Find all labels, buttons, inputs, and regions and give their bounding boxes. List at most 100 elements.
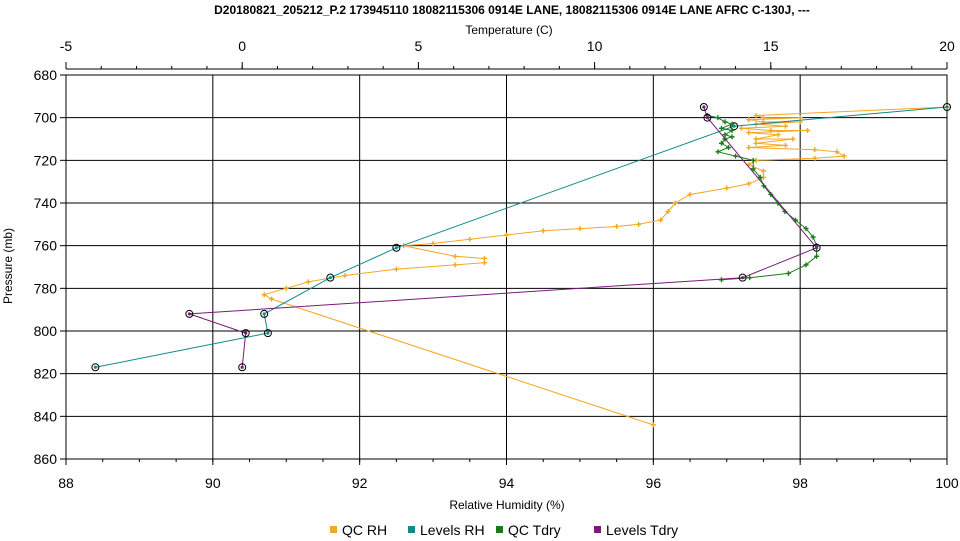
legend-label: QC Tdry bbox=[508, 522, 561, 538]
data-point bbox=[305, 279, 311, 285]
data-point-core bbox=[732, 124, 736, 128]
data-point bbox=[730, 122, 739, 131]
data-point bbox=[718, 125, 724, 131]
data-point bbox=[803, 226, 809, 232]
y-tick-label: 740 bbox=[34, 195, 58, 211]
series-layer bbox=[91, 103, 951, 428]
data-point-core bbox=[240, 365, 244, 369]
top-tick-label: 20 bbox=[939, 38, 955, 54]
data-point bbox=[636, 221, 642, 227]
data-point bbox=[724, 185, 730, 191]
data-point bbox=[658, 217, 664, 223]
data-point bbox=[757, 174, 763, 180]
data-point bbox=[577, 226, 583, 232]
y-tick-label: 840 bbox=[34, 408, 58, 424]
top-tick-label: -5 bbox=[60, 38, 73, 54]
data-point bbox=[812, 147, 818, 153]
data-point bbox=[790, 136, 796, 142]
data-point bbox=[782, 142, 788, 148]
data-point-core bbox=[262, 312, 266, 316]
legend-item: QC Tdry bbox=[496, 522, 561, 538]
data-point bbox=[540, 228, 546, 234]
data-point-core bbox=[741, 276, 745, 280]
series-levels-rh bbox=[91, 103, 951, 372]
data-point bbox=[650, 422, 656, 428]
data-point bbox=[699, 103, 708, 111]
data-point bbox=[805, 127, 811, 133]
legend-label: Levels Tdry bbox=[606, 522, 678, 538]
data-point bbox=[753, 140, 759, 146]
data-point bbox=[467, 236, 473, 242]
data-point bbox=[185, 309, 194, 318]
y-tick-label: 680 bbox=[34, 67, 58, 83]
data-point bbox=[747, 275, 753, 281]
bottom-tick-label: 90 bbox=[205, 475, 221, 491]
data-point bbox=[715, 115, 721, 121]
grid bbox=[65, 74, 948, 460]
data-point bbox=[715, 149, 721, 155]
data-point bbox=[91, 363, 100, 372]
y-tick-label: 700 bbox=[34, 110, 58, 126]
data-point bbox=[738, 125, 744, 131]
data-point bbox=[726, 145, 732, 151]
data-point-core bbox=[394, 246, 398, 250]
y-tick-label: 820 bbox=[34, 366, 58, 382]
legend-item: Levels Tdry bbox=[594, 522, 678, 538]
y-tick-label: 720 bbox=[34, 152, 58, 168]
y-tick-label: 760 bbox=[34, 238, 58, 254]
bottom-tick-label: 88 bbox=[58, 475, 74, 491]
data-point bbox=[753, 136, 759, 142]
series-levels-tdry bbox=[185, 103, 821, 372]
legend-swatch bbox=[594, 526, 601, 533]
data-point bbox=[672, 200, 678, 206]
data-point bbox=[504, 232, 509, 238]
data-point bbox=[452, 262, 458, 268]
chart-title: D20180821_205212_P.2 173945110 180821153… bbox=[214, 3, 810, 17]
bottom-tick-label: 92 bbox=[352, 475, 368, 491]
y-axis-label: Pressure (mb) bbox=[1, 228, 15, 304]
data-point bbox=[750, 166, 756, 172]
data-point bbox=[263, 329, 272, 338]
data-point bbox=[729, 121, 735, 127]
data-point bbox=[753, 113, 759, 119]
data-point bbox=[782, 123, 788, 129]
data-point bbox=[260, 309, 269, 318]
data-point bbox=[326, 273, 335, 282]
y-tick-label: 860 bbox=[34, 451, 58, 467]
data-point bbox=[269, 296, 275, 302]
data-point-core bbox=[945, 105, 949, 109]
data-point bbox=[614, 223, 620, 229]
top-tick-label: 15 bbox=[763, 38, 779, 54]
data-point bbox=[746, 145, 752, 151]
data-point bbox=[722, 119, 728, 125]
data-point-core bbox=[266, 331, 270, 335]
top-tick-label: 0 bbox=[238, 38, 246, 54]
y-tick-label: 800 bbox=[34, 323, 58, 339]
top-tick-label: 5 bbox=[415, 38, 423, 54]
data-point bbox=[775, 132, 781, 138]
data-point bbox=[750, 157, 756, 163]
data-point bbox=[812, 243, 821, 252]
data-point bbox=[812, 155, 818, 161]
data-point bbox=[746, 181, 752, 187]
data-point bbox=[785, 270, 791, 276]
data-point bbox=[665, 209, 671, 215]
data-point bbox=[687, 191, 693, 197]
top-tick-label: 10 bbox=[587, 38, 603, 54]
bottom-tick-label: 100 bbox=[935, 475, 959, 491]
legend-swatch bbox=[496, 526, 503, 533]
data-point bbox=[738, 273, 747, 282]
legend-swatch bbox=[408, 526, 415, 533]
data-point-core bbox=[244, 331, 248, 335]
legend-label: QC RH bbox=[342, 522, 387, 538]
top-axis-label: Temperature (C) bbox=[465, 23, 552, 37]
data-point-core bbox=[705, 116, 709, 120]
data-point bbox=[797, 115, 803, 121]
data-point bbox=[803, 262, 809, 268]
data-point-core bbox=[702, 105, 706, 109]
data-point bbox=[733, 153, 739, 159]
y-tick-label: 780 bbox=[34, 280, 58, 296]
data-point bbox=[241, 329, 250, 338]
data-point bbox=[722, 132, 728, 138]
